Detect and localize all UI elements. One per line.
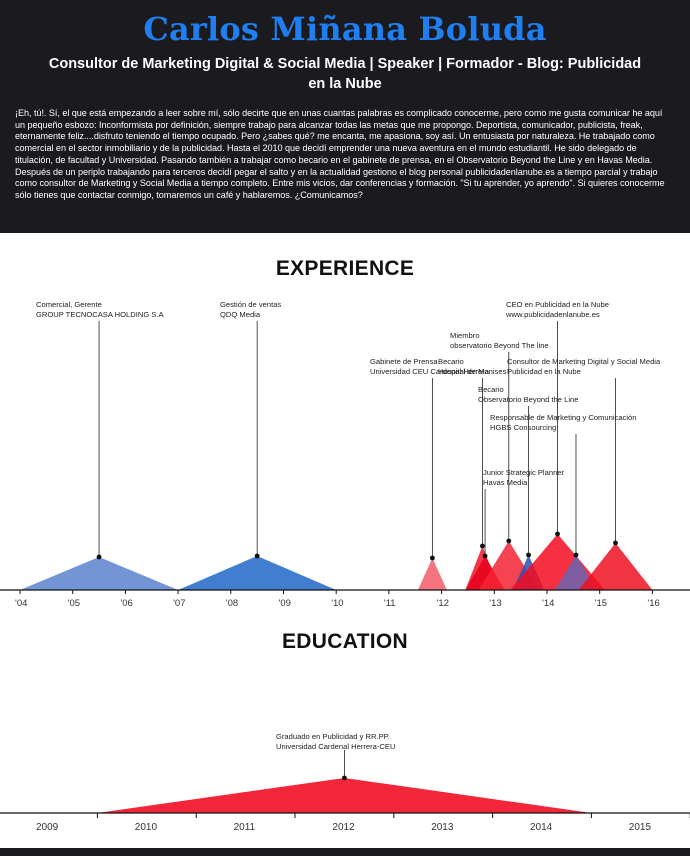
experience-title: EXPERIENCE: [275, 257, 415, 280]
profile-name: Carlos Miñana Boluda: [143, 10, 547, 48]
experience-peak-dot: [429, 555, 435, 561]
experience-peak-dot: [506, 538, 512, 544]
experience-peak-dot: [613, 540, 618, 546]
experience-axis-year: '04: [15, 598, 27, 609]
profile-bio: ¡Eh, tú!. Sí, el que está empezando a le…: [15, 108, 665, 200]
experience-peak-dot: [96, 554, 102, 560]
education-axis-year: 2015: [629, 822, 652, 833]
experience-peak-dot: [254, 553, 260, 559]
experience-shapes: [20, 534, 653, 590]
experience-role: CEO en Publicidad en la Nube: [506, 300, 609, 309]
experience-axis-year: '11: [384, 598, 396, 609]
education-axis-year: 2010: [135, 822, 158, 833]
profile-tagline: Consultor de Marketing Digital & Social …: [48, 56, 642, 92]
education-axis-year: 2014: [530, 822, 553, 833]
education-axis: 2009 2010 2011 2012 2013 2014 2015: [0, 812, 690, 833]
experience-org: QDQ Media: [220, 310, 261, 319]
experience-role: Becario: [438, 357, 464, 366]
experience-peak[interactable]: [178, 556, 337, 590]
profile-header: Carlos Miñana Boluda Consultor de Market…: [0, 0, 690, 233]
experience-peak[interactable]: [578, 543, 653, 590]
experience-role: Miembro: [450, 331, 480, 340]
experience-role: Responsable de Marketing y Comunicación: [490, 413, 636, 422]
education-timeline: Graduado en Publicidad y RR.PP.Universid…: [0, 732, 690, 833]
experience-axis-year: '07: [173, 598, 185, 609]
experience-role: Gabinete de Prensa: [370, 357, 438, 366]
education-axis-year: 2012: [332, 822, 355, 833]
experience-org: Hospital de Manises: [438, 367, 507, 376]
education-title: EDUCATION: [282, 630, 408, 653]
experience-peak[interactable]: [20, 557, 179, 590]
experience-axis-year: '05: [68, 598, 80, 609]
experience-axis-year: '15: [595, 598, 607, 609]
education-degree: Graduado en Publicidad y RR.PP.: [276, 732, 390, 741]
footer-bar: [0, 848, 690, 856]
education-school: Universidad Cardenal Herrera-CEU: [276, 742, 395, 751]
experience-peak-dot: [526, 552, 531, 558]
experience-axis-year: '06: [120, 598, 132, 609]
experience-axis: '04 '05 '06 '07 '08 '09 '10 '11 '12 '13 '14 '15 '16: [0, 589, 690, 609]
education-axis-year: 2011: [234, 822, 256, 833]
experience-peak[interactable]: [417, 558, 447, 590]
education-peak-dot: [342, 775, 347, 781]
education-axis-year: 2009: [36, 822, 59, 833]
experience-peak-dot: [480, 543, 485, 549]
experience-axis-year: '14: [542, 598, 554, 609]
experience-peak-dot: [555, 531, 560, 537]
experience-axis-year: '16: [647, 598, 659, 609]
experience-org: www.publicidadenlanube.es: [505, 310, 600, 319]
education-peak[interactable]: [97, 778, 592, 813]
experience-axis-year: '12: [437, 598, 449, 609]
experience-org: Universidad CEU Cardenal Herrera: [370, 367, 490, 376]
experience-axis-year: '08: [226, 598, 238, 609]
experience-role: Becario: [478, 385, 504, 394]
experience-role: Comercial, Gerente: [36, 300, 102, 309]
experience-role: Gestión de ventas: [220, 300, 281, 309]
experience-org: GROUP TECNOCASA HOLDING S.A: [36, 310, 165, 319]
experience-org: Observatorio Beyond the Line: [478, 395, 578, 404]
experience-org: HGBS Consourcing: [490, 423, 556, 432]
experience-peak-dot: [573, 552, 579, 558]
experience-peak-dot: [482, 553, 488, 559]
experience-role: Junior Strategic Planner: [483, 468, 565, 477]
experience-axis-year: '09: [279, 598, 291, 609]
experience-org: Havas Media: [483, 478, 528, 487]
experience-role: Consultor de Marketing Digital y Social …: [507, 357, 661, 366]
education-axis-year: 2013: [431, 822, 454, 833]
experience-axis-year: '10: [331, 598, 343, 609]
experience-org: Publicidad en la Nube: [507, 367, 581, 376]
experience-axis-year: '13: [489, 598, 501, 609]
experience-connectors: [96, 321, 618, 561]
education-shapes: Graduado en Publicidad y RR.PP.Universid…: [97, 732, 592, 813]
experience-org: observatorio Beyond The line: [450, 341, 549, 350]
